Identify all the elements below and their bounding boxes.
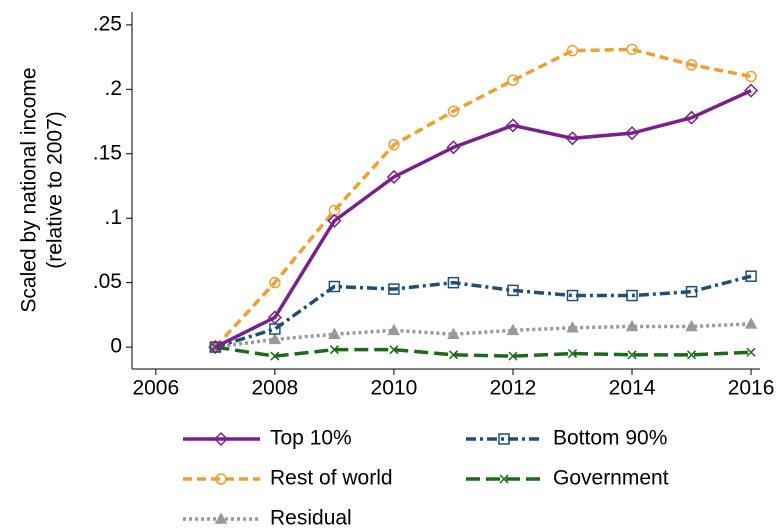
point xyxy=(388,283,400,295)
point xyxy=(626,289,638,302)
point xyxy=(329,345,339,355)
point xyxy=(566,289,579,302)
point xyxy=(208,340,223,355)
legend-marker xyxy=(215,473,227,485)
point xyxy=(566,44,579,57)
series-line xyxy=(215,322,752,349)
point xyxy=(507,284,519,297)
x-tick-label: 2006 xyxy=(132,377,179,400)
point xyxy=(267,310,282,325)
y-axis-label: (relative to 2007) xyxy=(44,111,67,269)
point xyxy=(328,327,341,339)
point xyxy=(270,351,280,361)
point xyxy=(685,319,698,332)
point xyxy=(625,319,639,332)
legend-label: Rest of world xyxy=(270,467,393,490)
y-axis-label: Scaled by national income xyxy=(18,67,41,312)
series-line xyxy=(214,47,752,349)
point xyxy=(447,105,460,117)
y-tick-label: .25 xyxy=(93,12,122,35)
y-tick-label: .15 xyxy=(93,141,122,164)
point xyxy=(745,270,757,282)
series-line xyxy=(215,345,752,358)
point xyxy=(447,276,460,289)
series-line xyxy=(214,274,752,349)
point xyxy=(746,347,756,357)
point xyxy=(567,349,578,359)
y-tick-label: .05 xyxy=(93,270,122,293)
point xyxy=(687,350,697,360)
y-tick-label: .1 xyxy=(104,206,122,229)
point xyxy=(387,323,401,336)
point xyxy=(745,70,757,83)
point xyxy=(685,59,698,71)
x-tick-label: 2014 xyxy=(609,377,656,400)
legend-label: Government xyxy=(553,467,669,490)
legend-label: Residual xyxy=(270,507,352,529)
legend-marker xyxy=(498,433,510,445)
legend-marker xyxy=(214,512,228,524)
y-tick-label: .2 xyxy=(104,77,122,100)
x-tick-label: 2012 xyxy=(490,377,537,400)
point xyxy=(446,140,461,155)
x-tick-label: 2016 xyxy=(728,377,775,400)
point xyxy=(684,110,699,125)
point xyxy=(744,83,759,98)
point xyxy=(506,323,520,336)
y-tick-label: 0 xyxy=(110,335,122,358)
point xyxy=(566,321,579,333)
point xyxy=(388,138,400,151)
point xyxy=(744,317,758,329)
legend-label: Bottom 90% xyxy=(553,427,667,450)
point xyxy=(627,350,637,360)
point xyxy=(328,280,341,293)
point xyxy=(624,126,640,141)
point xyxy=(565,131,580,146)
point xyxy=(448,350,458,360)
legend-marker xyxy=(499,474,509,484)
legend-label: Top 10% xyxy=(270,427,352,450)
point xyxy=(386,169,401,185)
point xyxy=(508,351,518,361)
point xyxy=(505,118,521,133)
point xyxy=(507,74,519,87)
point xyxy=(685,285,698,298)
point xyxy=(626,43,638,56)
point xyxy=(268,332,282,345)
point xyxy=(389,345,399,355)
legend-marker xyxy=(213,431,229,447)
x-tick-label: 2010 xyxy=(371,377,418,400)
point xyxy=(327,213,342,228)
x-tick-label: 2008 xyxy=(252,377,299,400)
point xyxy=(269,276,281,289)
series-line xyxy=(214,89,752,349)
point xyxy=(447,327,460,339)
